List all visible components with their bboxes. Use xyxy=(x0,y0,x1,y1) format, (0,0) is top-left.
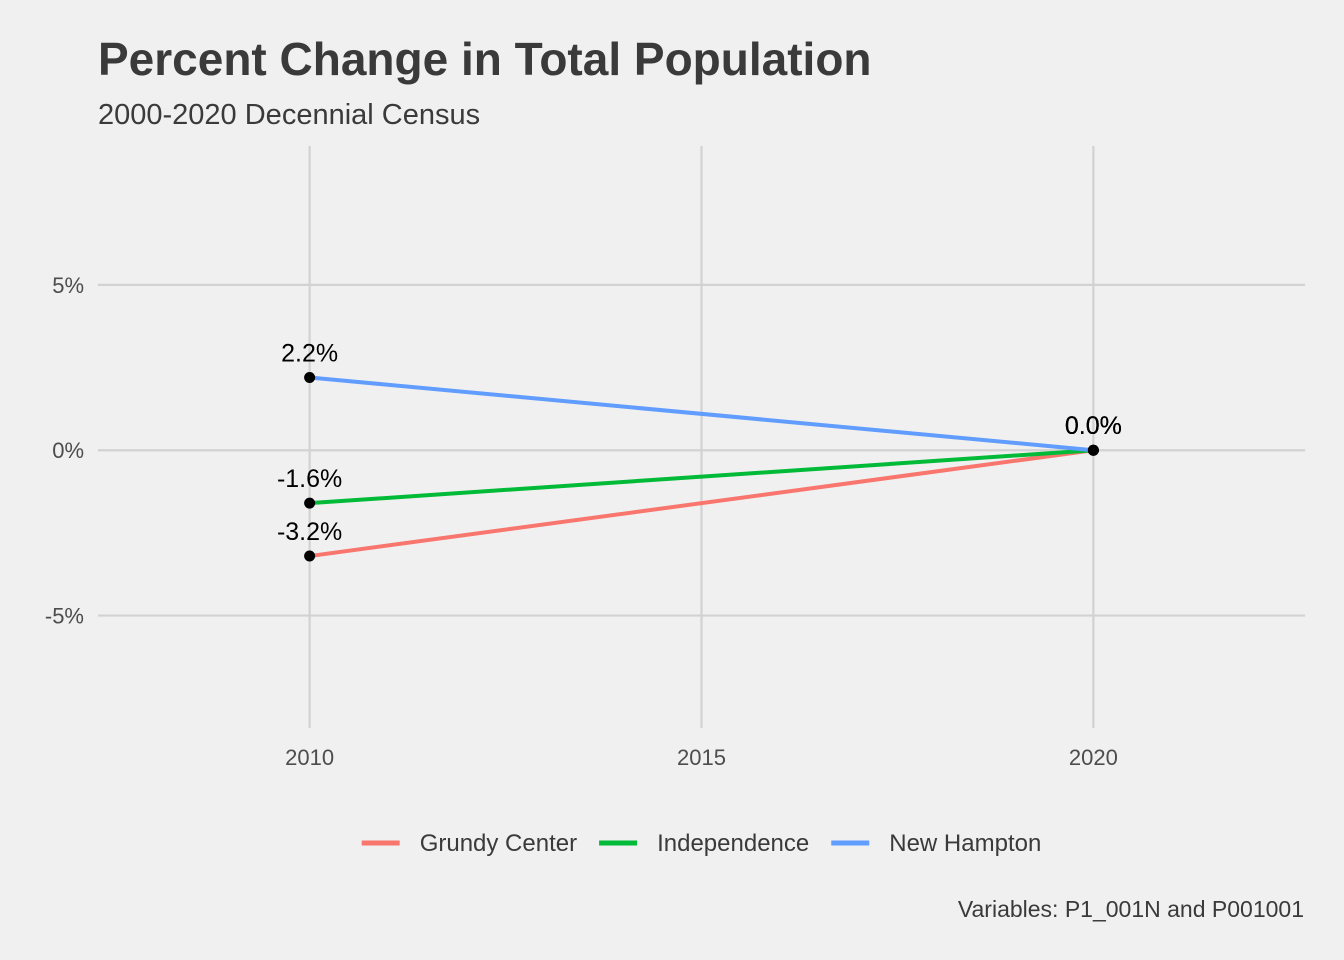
data-point-grundy-center-2010 xyxy=(304,550,316,562)
series-lines xyxy=(309,375,1094,559)
data-point-new-hampton-2010 xyxy=(304,371,316,383)
axis-tick-labels: 2010 2015 2020 -5% 0% 5% xyxy=(45,273,1118,770)
y-tick-label-0: -5% xyxy=(45,604,84,629)
data-label-new-hampton-2010: 2.2% xyxy=(281,339,338,367)
chart-caption: Variables: P1_001N and P001001 xyxy=(958,896,1304,922)
data-label-independence-2020: 0.0% xyxy=(1065,412,1122,440)
data-labels: -3.2%0.0%-1.6%0.0%2.2%0.0% xyxy=(277,339,1122,546)
y-tick-label-1: 0% xyxy=(52,438,84,463)
chart-subtitle: 2000-2020 Decennial Census xyxy=(98,99,480,131)
chart-title: Percent Change in Total Population xyxy=(98,33,872,85)
legend-label-new-hampton: New Hampton xyxy=(889,830,1041,857)
series-line-new-hampton xyxy=(309,375,1094,453)
data-label-independence-2010: -1.6% xyxy=(277,465,342,493)
x-tick-label-2020: 2020 xyxy=(1069,745,1118,770)
x-tick-label-2010: 2010 xyxy=(285,745,334,770)
data-label-new-hampton-2020: 0.0% xyxy=(1065,412,1122,440)
data-label-grundy-center-2010: -3.2% xyxy=(277,518,342,546)
series-line-grundy-center xyxy=(309,448,1094,559)
series-line-independence xyxy=(309,448,1094,506)
grid-lines xyxy=(98,146,1305,728)
data-label-grundy-center-2020: 0.0% xyxy=(1065,412,1122,440)
x-tick-label-2015: 2015 xyxy=(677,745,726,770)
data-point-independence-2010 xyxy=(304,497,316,509)
data-points xyxy=(304,371,1099,562)
legend-label-grundy-center: Grundy Center xyxy=(420,830,577,857)
y-tick-label-2: 5% xyxy=(52,273,84,298)
data-point-new-hampton-2020 xyxy=(1087,444,1099,456)
legend-label-independence: Independence xyxy=(657,830,809,857)
legend: Grundy Center Independence New Hampton xyxy=(361,830,1041,857)
